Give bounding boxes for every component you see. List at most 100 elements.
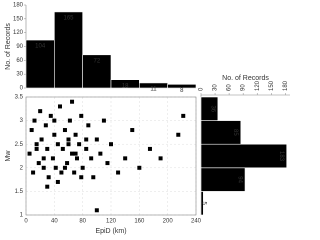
point xyxy=(130,128,135,133)
y-tick-label: 120 xyxy=(13,30,24,36)
y-tick-label: 2 xyxy=(20,165,24,171)
point xyxy=(72,170,77,175)
point xyxy=(62,165,67,170)
y-tick-label: 180 xyxy=(13,3,24,9)
value-label: 11 xyxy=(150,87,157,93)
point xyxy=(38,109,43,114)
y-tick-label: 30 xyxy=(16,72,23,78)
point xyxy=(55,179,60,184)
x-tick-label: 80 xyxy=(79,219,86,225)
bar xyxy=(200,143,288,169)
point xyxy=(77,142,82,147)
point xyxy=(55,142,60,147)
point xyxy=(73,132,78,137)
point xyxy=(39,137,44,142)
value-label: 94 xyxy=(236,176,242,183)
point xyxy=(91,175,96,180)
point xyxy=(62,128,67,133)
y-axis-title: Mw xyxy=(5,150,12,162)
point xyxy=(94,208,99,213)
point xyxy=(79,175,84,180)
value-label: 8 xyxy=(180,88,184,94)
bar xyxy=(200,120,242,145)
point xyxy=(58,104,62,109)
y-axis-title: No. of Records xyxy=(5,23,12,70)
point xyxy=(89,156,94,161)
x-tick-label: 90 xyxy=(241,84,247,91)
point xyxy=(45,184,50,189)
x-axis-title: No. of Records xyxy=(222,75,269,82)
point xyxy=(41,156,46,161)
point xyxy=(27,151,32,156)
point xyxy=(66,137,71,142)
point xyxy=(65,161,70,166)
x-tick-label: 40 xyxy=(51,219,58,225)
point xyxy=(66,142,71,147)
plot-frame xyxy=(25,96,197,216)
point xyxy=(50,156,55,161)
point xyxy=(52,118,57,123)
y-tick-label: 1.5 xyxy=(15,189,24,195)
x-tick-label: 160 xyxy=(134,219,145,225)
point xyxy=(79,113,84,118)
point xyxy=(73,151,78,156)
x-tick-label: 180 xyxy=(283,80,289,91)
point xyxy=(158,156,163,161)
value-label: 18 xyxy=(122,83,129,89)
x-tick-label: 60 xyxy=(227,84,233,91)
y-tick-label: 3 xyxy=(20,118,24,124)
point xyxy=(75,156,79,161)
point xyxy=(94,137,99,142)
point xyxy=(36,161,41,166)
value-label: 72 xyxy=(93,58,100,64)
point xyxy=(34,146,39,151)
x-tick-label: 0 xyxy=(24,219,28,225)
y-tick-label: 0 xyxy=(20,86,24,92)
y-tick-label: 2.5 xyxy=(15,142,24,148)
point xyxy=(48,113,53,118)
y-tick-label: 1 xyxy=(20,213,24,219)
point xyxy=(80,165,85,170)
point xyxy=(181,113,186,118)
point xyxy=(45,146,50,151)
x-tick-label: 240 xyxy=(191,219,202,225)
point xyxy=(70,99,75,104)
bar xyxy=(54,11,83,89)
point xyxy=(60,146,65,151)
point xyxy=(41,165,46,170)
point xyxy=(31,170,36,175)
point xyxy=(43,123,48,128)
point xyxy=(105,161,110,166)
bar xyxy=(82,54,112,89)
x-tick-label: 150 xyxy=(269,80,275,91)
point xyxy=(29,128,34,133)
point xyxy=(32,118,37,123)
value-label: 104 xyxy=(35,44,46,50)
y-tick-label: 90 xyxy=(16,44,23,50)
y-tick-label: 3.5 xyxy=(15,95,24,101)
y-tick-label: 60 xyxy=(16,58,23,64)
point xyxy=(98,151,103,156)
point xyxy=(86,123,91,128)
point xyxy=(70,151,75,156)
x-tick-label: 120 xyxy=(255,80,261,91)
x-tick-label: 120 xyxy=(106,219,117,225)
point xyxy=(52,132,57,137)
x-tick-label: 30 xyxy=(213,84,219,91)
value-label: 183 xyxy=(278,151,284,162)
value-label: 36 xyxy=(209,105,215,112)
y-tick-label: 150 xyxy=(13,16,24,22)
value-label: 5 xyxy=(200,202,206,206)
value-label: 85 xyxy=(232,129,238,136)
point xyxy=(67,118,72,123)
point xyxy=(34,142,39,147)
value-label: 165 xyxy=(63,15,74,21)
point xyxy=(84,146,89,151)
point xyxy=(137,165,142,170)
x-tick-label: 200 xyxy=(163,219,174,225)
x-axis-title: EpiD (km) xyxy=(95,228,126,235)
point xyxy=(84,137,89,142)
point xyxy=(59,170,64,175)
point xyxy=(53,165,58,170)
